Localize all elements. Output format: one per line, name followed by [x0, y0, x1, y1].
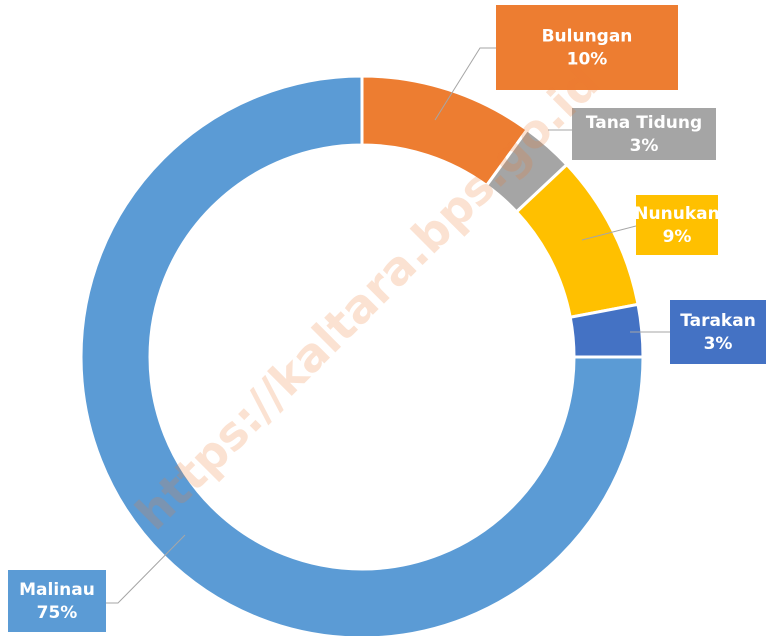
label-value: 3% — [704, 334, 733, 354]
label-name: Nunukan — [634, 204, 719, 224]
label-value: 75% — [37, 603, 78, 623]
label-name: Malinau — [19, 580, 95, 600]
label-value: 3% — [630, 136, 659, 156]
label-box — [636, 195, 718, 255]
label-name: Bulungan — [542, 27, 633, 47]
labels: Bulungan 10% Tana Tidung 3% Nunukan 9% Tarakan… — [8, 5, 766, 632]
label-box — [496, 5, 678, 90]
leader-line — [106, 534, 186, 604]
leader-line — [581, 225, 637, 241]
label-value: 10% — [567, 50, 608, 70]
slices — [79, 74, 645, 636]
label-name: Tarakan — [680, 311, 756, 331]
label-box — [670, 300, 766, 364]
label-box — [8, 570, 106, 632]
label-box — [572, 108, 716, 160]
label-name: Tana Tidung — [586, 113, 702, 133]
label-value: 9% — [663, 227, 692, 247]
slice — [79, 74, 645, 636]
leader-line — [434, 47, 496, 121]
